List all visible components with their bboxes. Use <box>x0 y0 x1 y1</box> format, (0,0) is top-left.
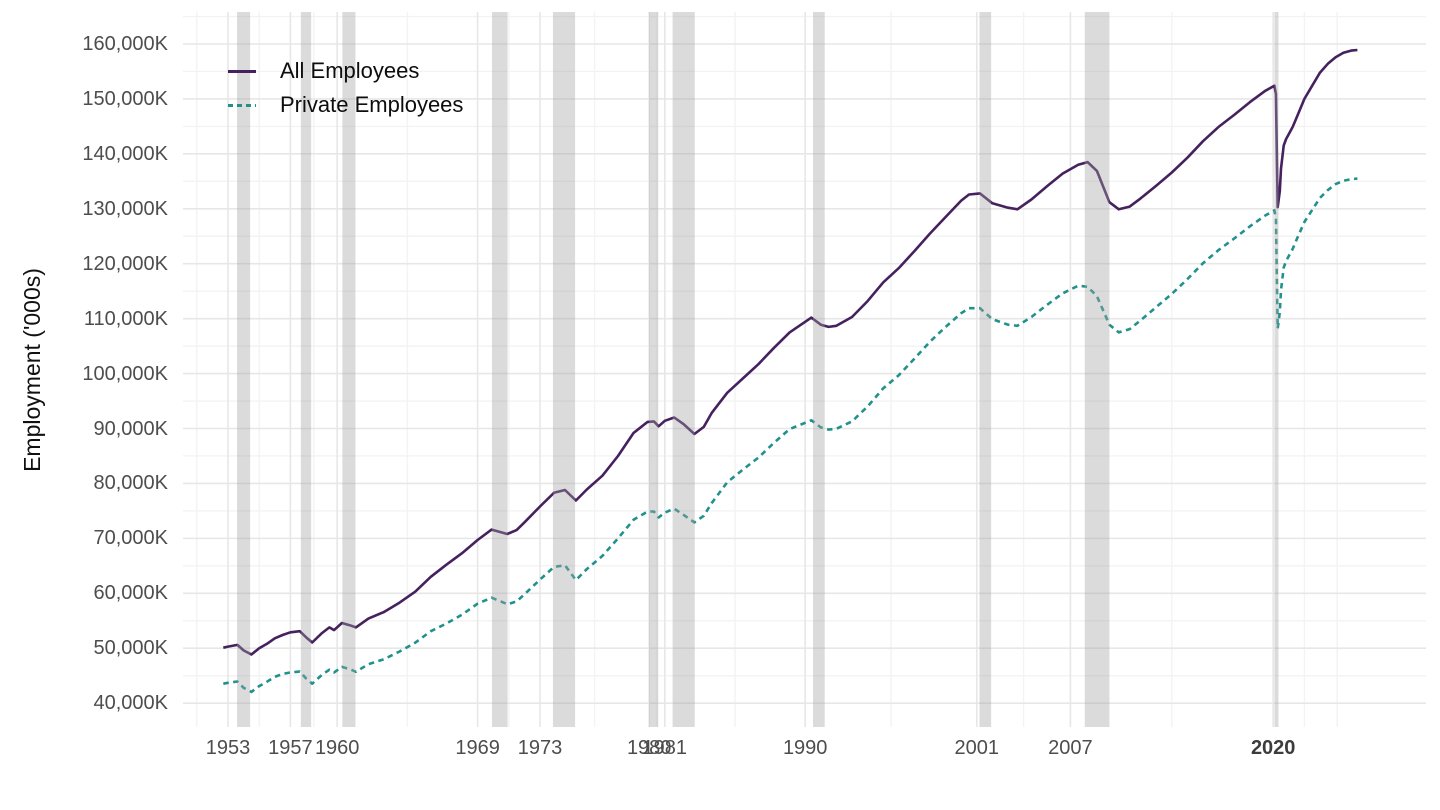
recession-band <box>552 12 576 727</box>
recession-band <box>237 12 251 727</box>
y-tick-label: 100,000K <box>82 362 168 385</box>
y-tick-label: 150,000K <box>82 87 168 110</box>
x-tick-label: 1981 <box>642 737 688 759</box>
x-tick-label: 1990 <box>782 737 828 759</box>
x-tick-label: 1957 <box>268 737 313 759</box>
x-tick-label: 2001 <box>954 737 1000 759</box>
x-tick-label: 1980 <box>626 737 672 759</box>
series-private-employees <box>223 177 1358 694</box>
y-tick-label: 50,000K <box>93 637 168 660</box>
x-tick-label: 1969 <box>455 737 500 759</box>
solid-line-swatch <box>228 69 256 73</box>
y-tick-label: 60,000K <box>93 582 168 605</box>
x-tick-label: 2020 <box>1250 737 1296 759</box>
legend: All Employees Private Employees <box>228 56 463 120</box>
x-tick-label: 1960 <box>314 737 360 759</box>
y-tick-label: 110,000K <box>83 307 168 330</box>
legend-label: All Employees <box>280 58 420 83</box>
series-all-employees <box>223 48 1358 656</box>
recession-band <box>1274 12 1279 727</box>
y-tick-label: 70,000K <box>93 527 168 550</box>
legend-label: Private Employees <box>280 92 464 117</box>
x-tick-label: 1953 <box>205 737 251 759</box>
recession-band <box>672 12 695 727</box>
legend-item-private-employees: Private Employees <box>228 90 463 120</box>
y-tick-label: 80,000K <box>93 472 168 495</box>
recession-band <box>649 12 659 727</box>
y-tick-label: 130,000K <box>82 197 168 220</box>
y-tick-label: 90,000K <box>93 417 168 440</box>
recession-band <box>979 12 992 727</box>
y-tick-label: 140,000K <box>82 142 168 165</box>
recession-band <box>813 12 825 727</box>
plot-panel <box>183 12 1426 727</box>
recession-band <box>300 12 312 727</box>
y-tick-label: 40,000K <box>93 692 168 715</box>
recession-band <box>491 12 508 727</box>
recession-band <box>342 12 356 727</box>
x-tick-label: 1973 <box>517 737 563 759</box>
x-tick-label: 2007 <box>1048 737 1093 759</box>
y-tick-label: 120,000K <box>82 252 168 275</box>
dashed-line-swatch <box>228 103 256 107</box>
legend-item-all-employees: All Employees <box>228 56 463 86</box>
y-tick-label: 160,000K <box>82 33 168 55</box>
recession-band <box>1084 12 1110 727</box>
